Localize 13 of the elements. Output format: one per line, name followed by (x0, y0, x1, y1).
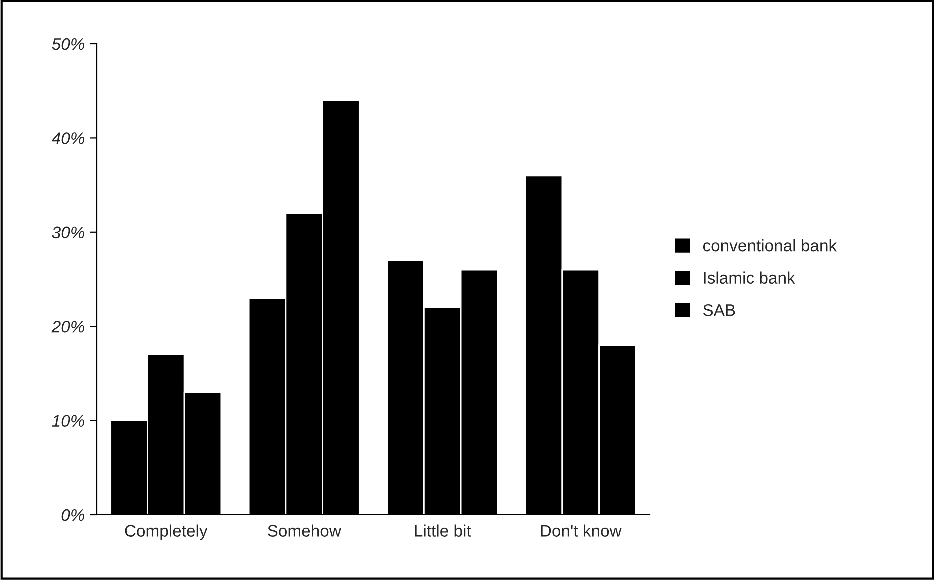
y-tick-label: 20% (52, 321, 84, 333)
x-tick-label: Completely (125, 524, 208, 540)
legend-label: SAB (703, 304, 736, 316)
y-tick-label: 0% (62, 509, 84, 522)
y-tick-label: 40% (52, 132, 84, 144)
y-tick-label: 10% (52, 415, 84, 428)
x-tick-label: Don't know (541, 524, 622, 537)
x-tick-label: Somehow (268, 524, 342, 537)
x-tick-label: Little bit (415, 524, 472, 537)
y-tick-label: 30% (52, 226, 84, 239)
y-tick-label: 50% (52, 38, 84, 50)
legend-label: conventional bank (703, 239, 838, 252)
legend-label: Islamic bank (704, 272, 796, 284)
